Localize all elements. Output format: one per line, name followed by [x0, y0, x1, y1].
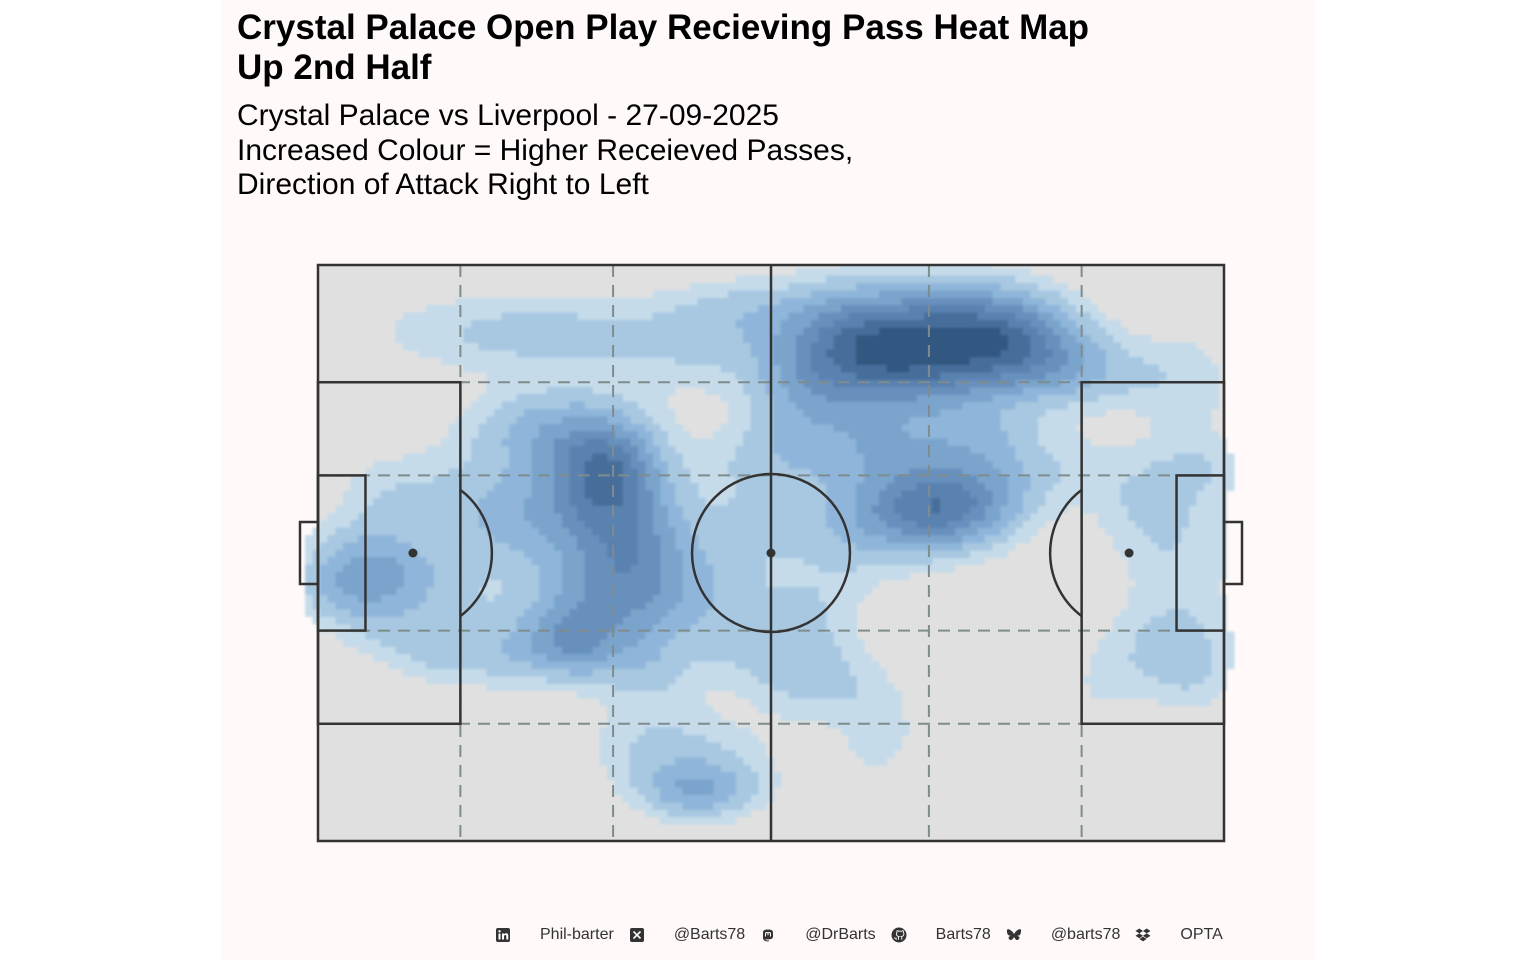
centre-circle — [690, 472, 852, 634]
caption-text-bluesky: @barts78 — [1050, 926, 1121, 943]
caption-text-github: Barts78 — [935, 926, 991, 943]
chart-subtitle: Crystal Palace vs Liverpool - 27-09-2025… — [237, 99, 853, 203]
density-layer — [305, 265, 1235, 825]
subtitle-line-2: Increased Colour = Higher Receieved Pass… — [237, 133, 854, 167]
caption-linkedin[interactable]: Phil-barter — [495, 926, 629, 944]
density-level-4 — [335, 290, 1084, 795]
caption-text-x: @Barts78 — [673, 926, 746, 943]
left-penalty-arc — [459, 488, 494, 618]
subtitle-line-1: Crystal Palace vs Liverpool - 27-09-2025 — [237, 99, 779, 132]
right-penalty-arc — [1048, 488, 1083, 618]
right-penalty-spot — [1124, 548, 1134, 558]
subtitle-line-3: Direction of Attack Right to Left — [237, 168, 649, 201]
density-level-8 — [856, 327, 1008, 373]
caption-bar: Phil-barter @Barts78 @DrBarts Barts78 @b… — [495, 924, 1238, 946]
caption-text-linkedin: Phil-barter — [540, 926, 614, 943]
caption-bluesky[interactable]: @barts78 — [1006, 926, 1136, 944]
caption-github[interactable]: Barts78 — [891, 926, 1006, 944]
bluesky-icon — [1006, 927, 1022, 943]
caption-mastodon[interactable]: @DrBarts — [760, 926, 890, 944]
pitch-markings — [298, 263, 1244, 843]
github-icon — [891, 927, 907, 943]
title-line-2: Up 2nd Half — [237, 48, 432, 87]
left-penalty-spot — [408, 548, 418, 558]
caption-text-dropbox: OPTA — [1180, 926, 1223, 943]
dropbox-icon — [1135, 927, 1151, 943]
centre-spot — [766, 548, 776, 558]
caption-x[interactable]: @Barts78 — [629, 926, 760, 944]
right-goal — [1222, 520, 1244, 586]
title-line-1: Crystal Palace Open Play Recieving Pass … — [237, 8, 1090, 47]
caption-text-mastodon: @DrBarts — [805, 926, 876, 943]
caption-dropbox[interactable]: OPTA — [1135, 926, 1237, 944]
x-twitter-icon — [629, 927, 645, 943]
left-goal — [298, 520, 320, 586]
mastodon-icon — [760, 927, 776, 943]
chart-title: Crystal Palace Open Play Recieving Pass … — [237, 8, 1089, 88]
linkedin-icon — [495, 927, 511, 943]
